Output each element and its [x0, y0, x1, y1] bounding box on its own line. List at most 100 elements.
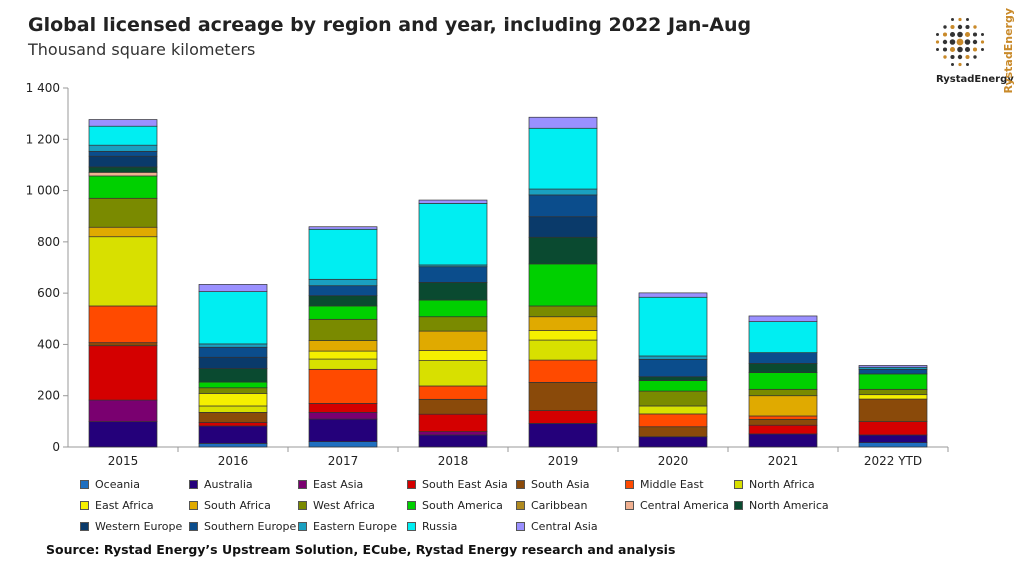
- bar-segment-southern-europe: [748, 352, 818, 364]
- x-tick-label: 2017: [328, 454, 359, 468]
- bar-segment-russia: [88, 125, 158, 146]
- bar-segment-southern-europe: [308, 285, 378, 297]
- legend-swatch: [80, 522, 89, 531]
- legend-label: South America: [422, 499, 503, 512]
- bar-segment-north-africa: [198, 405, 268, 413]
- legend-item: North Africa: [734, 478, 815, 491]
- legend-swatch: [298, 501, 307, 510]
- legend-swatch: [625, 480, 634, 489]
- legend-item: East Africa: [80, 499, 154, 512]
- legend-label: West Africa: [313, 499, 375, 512]
- bar-segment-south-africa: [418, 330, 488, 351]
- legend-label: Caribbean: [531, 499, 588, 512]
- bar-segment-north-america: [528, 236, 598, 265]
- logo-vertical-text: RystadEnergy: [1002, 8, 1015, 94]
- x-tick-label: 2021: [768, 454, 799, 468]
- bar-segment-central-asia: [528, 116, 598, 129]
- bar-segment-eastern-europe: [198, 343, 268, 348]
- bar-segment-west-africa: [198, 387, 268, 394]
- x-tick-label: 2020: [658, 454, 689, 468]
- source-note: Source: Rystad Energy’s Upstream Solutio…: [46, 542, 676, 557]
- bar-segment-eastern-europe: [88, 144, 158, 152]
- legend-label: East Africa: [95, 499, 154, 512]
- bar-segment-north-america: [198, 368, 268, 383]
- legend-item: East Asia: [298, 478, 363, 491]
- legend-item: Oceania: [80, 478, 140, 491]
- bar-segment-central-asia: [638, 292, 708, 298]
- bar-segment-south-africa: [308, 340, 378, 352]
- bar-segment-north-africa: [88, 236, 158, 307]
- legend-swatch: [734, 480, 743, 489]
- bar-segment-north-america: [308, 295, 378, 307]
- bar-segment-eastern-europe: [528, 188, 598, 196]
- bar-segment-south-africa: [748, 395, 818, 417]
- legend-item: South America: [407, 499, 503, 512]
- bar-segment-north-america: [88, 166, 158, 173]
- bar-segment-russia: [638, 296, 708, 357]
- x-tick-label: 2022 YTD: [864, 454, 922, 468]
- bar-segment-middle-east: [528, 359, 598, 383]
- bar-segment-central-america: [88, 172, 158, 177]
- bar-segment-oceania: [858, 442, 928, 448]
- bar-segment-oceania: [308, 441, 378, 448]
- legend-item: Australia: [189, 478, 253, 491]
- legend-label: Central America: [640, 499, 729, 512]
- bar-segment-south-east-asia: [748, 424, 818, 435]
- legend-label: Russia: [422, 520, 458, 533]
- bar-segment-middle-east: [88, 305, 158, 343]
- bar-segment-south-america: [198, 381, 268, 389]
- legend-swatch: [189, 501, 198, 510]
- legend-item: Caribbean: [516, 499, 587, 512]
- bar-segment-australia: [528, 423, 598, 448]
- bar-segment-southern-europe: [858, 368, 928, 375]
- legend-swatch: [407, 522, 416, 531]
- bar-segment-western-europe: [528, 216, 598, 238]
- bar-segment-southern-europe: [528, 194, 598, 218]
- bar-segment-middle-east: [748, 415, 818, 420]
- logo-text: RystadEnergy: [936, 74, 1014, 85]
- legend-item: South Africa: [189, 499, 271, 512]
- bar-segment-middle-east: [638, 413, 708, 428]
- legend-label: Middle East: [640, 478, 704, 491]
- legend-swatch: [734, 501, 743, 510]
- legend-label: East Asia: [313, 478, 364, 491]
- bar-segment-south-america: [418, 299, 488, 318]
- legend-label: South Africa: [204, 499, 271, 512]
- legend-swatch: [407, 501, 416, 510]
- legend-swatch: [407, 480, 416, 489]
- y-tick-label: 400: [37, 337, 60, 351]
- bar-segment-south-africa: [528, 316, 598, 331]
- bar-segment-russia: [198, 291, 268, 345]
- legend-item: Western Europe: [80, 520, 182, 533]
- bar-segment-south-asia: [748, 418, 818, 426]
- legend-item: Eastern Europe: [298, 520, 397, 533]
- bar-segment-australia: [198, 425, 268, 444]
- legend-swatch: [516, 480, 525, 489]
- bar-segment-australia: [858, 434, 928, 443]
- bar-segment-russia: [418, 203, 488, 266]
- bar-segment-west-africa: [308, 318, 378, 341]
- bar-segment-south-east-asia: [88, 345, 158, 401]
- bar-segment-east-asia: [418, 431, 488, 436]
- legend-item: South Asia: [516, 478, 590, 491]
- bar-segment-north-america: [418, 282, 488, 301]
- y-tick-label: 1 200: [26, 132, 60, 146]
- legend-swatch: [298, 480, 307, 489]
- bar-segment-south-asia: [418, 398, 488, 415]
- bar-segment-central-asia: [308, 226, 378, 230]
- legend-swatch: [625, 501, 634, 510]
- bar-segment-southern-europe: [88, 150, 158, 157]
- bar-segment-east-asia: [88, 399, 158, 422]
- bar-segment-west-africa: [418, 316, 488, 332]
- bar-segment-east-africa: [528, 330, 598, 341]
- legend-label: Southern Europe: [204, 520, 297, 533]
- bar-segment-central-asia: [198, 284, 268, 292]
- bar-segment-australia: [638, 436, 708, 448]
- bar-segment-south-asia: [858, 398, 928, 422]
- y-tick-label: 1 000: [26, 184, 60, 198]
- bar-segment-central-asia: [88, 119, 158, 127]
- bar-segment-east-africa: [198, 393, 268, 407]
- x-tick-label: 2019: [548, 454, 579, 468]
- legend-swatch: [189, 480, 198, 489]
- bar-segment-middle-east: [418, 385, 488, 400]
